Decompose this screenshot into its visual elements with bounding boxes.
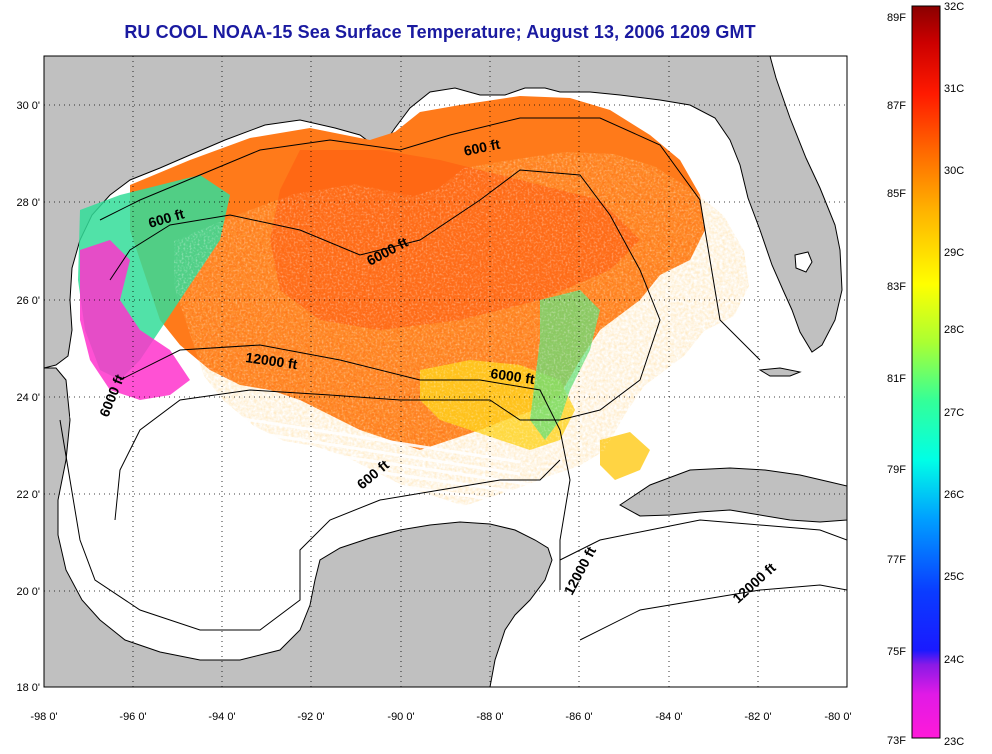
colorbar-fahrenheit-labels: 89F 87F 85F 83F 81F 79F 77F 75F 73F [887,12,906,747]
lon-tick-label: -80 0' [824,711,851,723]
contour-600ft-north [99,117,761,361]
lon-tick-label: -90 0' [387,711,414,723]
colorbar-c-label: 24C [944,654,964,666]
lon-tick-label: -92 0' [297,711,324,723]
colorbar-f-label: 73F [887,735,906,747]
colorbar-f-label: 87F [887,100,906,112]
colorbar-f-label: 79F [887,464,906,476]
lon-axis: -98 0' -96 0' -94 0' -92 0' -90 0' -88 0… [30,711,851,723]
contour-label-600ft-ne: 600 ft [462,136,501,159]
lon-tick-label: -82 0' [744,711,771,723]
colorbar-f-label: 89F [887,12,906,24]
contour-caribbean [559,519,847,641]
colorbar-c-label: 31C [944,83,964,95]
bathymetry-contours [59,117,847,641]
lat-tick-label: 30 0' [16,100,40,112]
lat-tick-label: 24 0' [16,392,40,404]
graticule [44,56,847,687]
chart-title: RU COOL NOAA-15 Sea Surface Temperature;… [124,22,756,42]
florida-keys-land [758,367,802,377]
lon-tick-label: -98 0' [30,711,57,723]
colorbar-c-label: 27C [944,407,964,419]
lon-tick-label: -94 0' [208,711,235,723]
colorbar-gradient [911,5,941,739]
colorbar-c-label: 23C [944,736,964,748]
colorbar-c-label: 32C [944,1,964,13]
colorbar-c-label: 26C [944,489,964,501]
colorbar-c-label: 28C [944,324,964,336]
lat-tick-label: 20 0' [16,586,40,598]
colorbar-f-label: 75F [887,646,906,658]
sst-yellow-yucatan [600,432,650,480]
colorbar-f-label: 77F [887,554,906,566]
lat-axis: 18 0' 20 0' 22 0' 24 0' 26 0' 28 0' 30 0… [16,100,40,694]
colorbar-f-label: 83F [887,281,906,293]
lat-tick-label: 18 0' [16,682,40,694]
lake-okeechobee [794,251,813,273]
lat-tick-label: 28 0' [16,197,40,209]
colorbar-f-label: 81F [887,373,906,385]
colorbar-c-label: 30C [944,165,964,177]
colorbar-celsius-labels: 32C 31C 30C 29C 28C 27C 26C 25C 24C 23C [944,1,964,748]
contour-6000ft [109,169,661,521]
contour-label-6000ft-e: 6000 ft [490,365,536,387]
contour-label-12000ft-w: 12000 ft [245,349,299,372]
mexico-land [44,367,553,687]
sst-magenta-west [80,240,190,400]
map-frame [43,55,848,688]
colorbar-f-label: 85F [887,188,906,200]
contour-12000ft [119,344,571,590]
lat-tick-label: 22 0' [16,489,40,501]
lat-tick-label: 26 0' [16,295,40,307]
colorbar-c-label: 29C [944,247,964,259]
lon-tick-label: -96 0' [119,711,146,723]
lon-tick-label: -84 0' [655,711,682,723]
lon-tick-label: -86 0' [565,711,592,723]
cuba-land [619,467,847,523]
contour-600ft-south [59,419,561,631]
lon-tick-label: -88 0' [476,711,503,723]
colorbar-c-label: 25C [944,571,964,583]
